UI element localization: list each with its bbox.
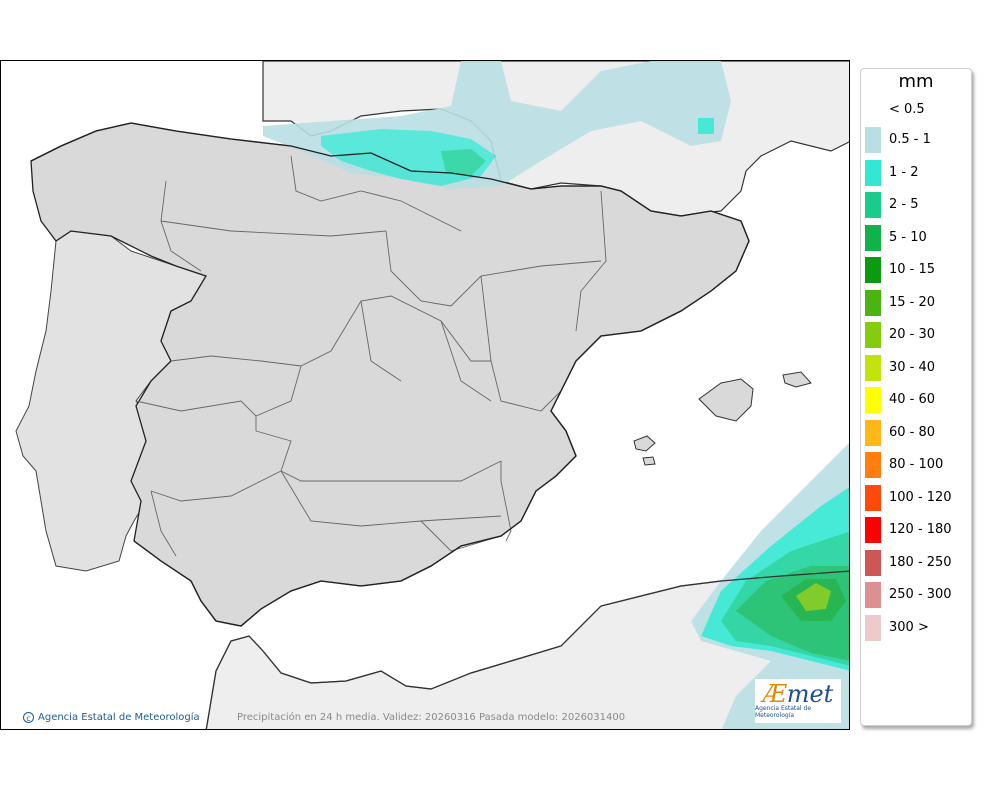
credit[interactable]: c Agencia Estatal de Meteorología bbox=[23, 712, 200, 723]
legend-swatch bbox=[865, 419, 881, 446]
africa-coastline bbox=[205, 570, 849, 729]
menorca-land bbox=[782, 371, 812, 388]
legend-class: 30 - 40 bbox=[865, 354, 965, 381]
legend-label: 20 - 30 bbox=[889, 327, 936, 342]
legend-label: 10 - 15 bbox=[889, 262, 936, 277]
precip-north-2-5 bbox=[441, 149, 486, 176]
legend-label: 5 - 10 bbox=[889, 229, 927, 245]
legend-swatch bbox=[865, 452, 881, 478]
precip-gulf-cell bbox=[698, 118, 714, 134]
legend-class: 300 > bbox=[865, 614, 965, 641]
legend-unit: mm bbox=[898, 71, 934, 92]
mallorca-land bbox=[698, 378, 754, 422]
legend-swatch bbox=[865, 257, 881, 283]
logo-mark: Æmet bbox=[762, 680, 834, 708]
legend-label: 120 - 180 bbox=[889, 522, 952, 537]
legend-class: 20 - 30 bbox=[865, 322, 965, 348]
spain-coastline bbox=[30, 122, 750, 627]
legend-label: 250 - 300 bbox=[889, 587, 952, 602]
legend-label: 15 - 20 bbox=[889, 294, 936, 310]
legend-label: 180 - 250 bbox=[889, 554, 952, 570]
precip-south-20-30 bbox=[796, 583, 831, 611]
legend-swatch bbox=[865, 289, 881, 316]
legend-swatch bbox=[865, 127, 881, 153]
legend-label: 80 - 100 bbox=[889, 457, 944, 472]
legend-swatch bbox=[865, 484, 881, 511]
legend-class: 80 - 100 bbox=[865, 452, 965, 478]
legend-swatch bbox=[865, 159, 881, 186]
legend-below-label: < 0.5 bbox=[889, 102, 925, 117]
legend-label: 100 - 120 bbox=[889, 489, 952, 505]
legend-label: 60 - 80 bbox=[889, 424, 936, 440]
legend-label: 2 - 5 bbox=[889, 197, 919, 212]
legend-class: 60 - 80 bbox=[865, 419, 965, 446]
legend-swatch bbox=[865, 322, 881, 348]
legend-class: 250 - 300 bbox=[865, 582, 965, 608]
legend-label: 0.5 - 1 bbox=[889, 132, 931, 147]
copyright-icon: c bbox=[23, 712, 34, 723]
legend-swatch bbox=[865, 517, 881, 543]
legend-class: 40 - 60 bbox=[865, 387, 965, 413]
legend-label: 1 - 2 bbox=[889, 164, 919, 180]
ibiza-land bbox=[633, 435, 656, 452]
legend-swatch bbox=[865, 192, 881, 218]
legend-class: 100 - 120 bbox=[865, 484, 965, 511]
legend-swatch bbox=[865, 387, 881, 413]
legend-class: 10 - 15 bbox=[865, 257, 965, 283]
legend-class: 0.5 - 1 bbox=[865, 127, 965, 153]
legend-swatch bbox=[865, 614, 881, 641]
legend-class: 2 - 5 bbox=[865, 192, 965, 218]
legend-swatch bbox=[865, 224, 881, 251]
precipitation-map bbox=[15, 61, 849, 729]
legend-swatch bbox=[865, 354, 881, 381]
legend: mm < 0.5 0.5 - 1 1 - 2 2 - 5 5 - 10 10 - 15 1… bbox=[860, 68, 972, 726]
region-borders bbox=[135, 155, 607, 557]
legend-class: 15 - 20 bbox=[865, 289, 965, 316]
credit-text: Agencia Estatal de Meteorología bbox=[38, 712, 200, 723]
legend-class: 180 - 250 bbox=[865, 549, 965, 576]
legend-label: 40 - 60 bbox=[889, 392, 936, 407]
map-frame: c Agencia Estatal de Meteorología Precip… bbox=[0, 60, 850, 730]
aemet-logo: Æmet Agencia Estatal de Meteorología bbox=[755, 679, 841, 723]
map-caption: Precipitación en 24 h media. Validez: 20… bbox=[237, 712, 626, 723]
legend-class: 5 - 10 bbox=[865, 224, 965, 251]
legend-class: 120 - 180 bbox=[865, 517, 965, 543]
legend-label: 30 - 40 bbox=[889, 359, 936, 375]
legend-label: 300 > bbox=[889, 619, 929, 635]
legend-swatch bbox=[865, 582, 881, 608]
formentera-land bbox=[642, 456, 656, 466]
legend-class: 1 - 2 bbox=[865, 159, 965, 186]
legend-swatch bbox=[865, 549, 881, 576]
logo-subtitle: Agencia Estatal de Meteorología bbox=[755, 705, 812, 719]
